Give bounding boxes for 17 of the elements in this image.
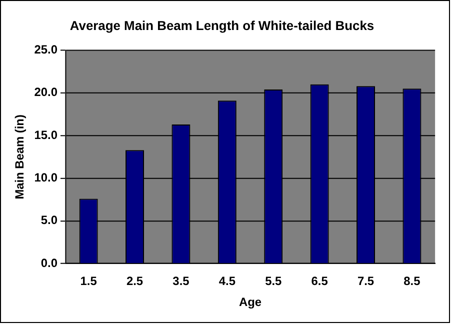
chart-title: Average Main Beam Length of White-tailed Bucks [70, 18, 374, 34]
y-tick-label: 5.0 [40, 213, 58, 228]
y-tick-label: 0.0 [40, 256, 58, 270]
x-tick-label: 3.5 [172, 274, 190, 288]
x-tick-label: 7.5 [357, 274, 374, 288]
x-tick-label: 6.5 [311, 274, 328, 288]
x-tick-label: 5.5 [265, 274, 282, 288]
y-tick-label: 20.0 [34, 85, 58, 100]
y-axis-title: Main Beam (in) [12, 114, 26, 200]
y-tick-label: 25.0 [34, 42, 58, 57]
y-tick-label: 10.0 [34, 170, 58, 185]
x-axis-title: Age [238, 295, 262, 310]
x-tick-label: 1.5 [80, 274, 98, 288]
x-tick-label: 2.5 [126, 274, 144, 288]
x-tick-label: 8.5 [404, 274, 421, 288]
x-tick-label: 4.5 [218, 274, 236, 288]
y-tick-label: 15.0 [34, 128, 58, 142]
